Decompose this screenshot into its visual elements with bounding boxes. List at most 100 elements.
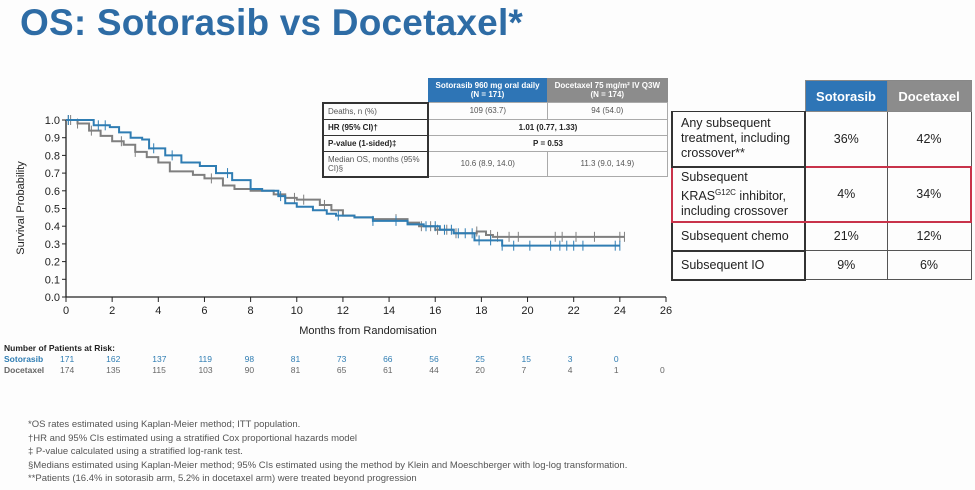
footnote: ‡ P-value calculated using a stratified …: [28, 446, 243, 457]
row-label: Any subsequent treatment, including cros…: [671, 111, 806, 168]
sotorasib-at-risk-count: 162: [106, 354, 121, 364]
y-axis-label: Survival Probability: [15, 161, 27, 255]
slide-title: OS: Sotorasib vs Docetaxel*: [20, 2, 524, 43]
y-tick-label: 0.6: [45, 186, 60, 198]
cell-docetaxel: 11.3 (9.0, 14.9): [546, 150, 669, 177]
x-tick-label: 16: [429, 305, 441, 317]
row-label: Subsequent KRASG12C inhibitor, including…: [671, 165, 806, 223]
docetaxel-at-risk-count: 65: [336, 365, 347, 375]
sotorasib-at-risk-count: 25: [475, 354, 485, 364]
docetaxel-at-risk-count: 44: [429, 365, 439, 375]
docetaxel-at-risk-count: 7: [521, 365, 527, 375]
subsequent-treatment-table: Sotorasib Docetaxel Any subsequent treat…: [671, 80, 972, 281]
docetaxel-at-risk-count: 115: [152, 365, 166, 375]
row-io: Subsequent IO 9% 6%: [671, 250, 972, 281]
summary-table: Sotorasib 960 mg oral daily (N = 171) Do…: [322, 78, 669, 178]
x-tick-label: 4: [155, 305, 161, 317]
cell-docetaxel: 34%: [886, 165, 972, 223]
cell-sotorasib: 9%: [804, 250, 888, 281]
sotorasib-at-risk-count: 66: [383, 354, 393, 364]
x-tick-label: 20: [521, 305, 533, 317]
footnotes: *OS rates estimated using Kaplan-Meier m…: [28, 418, 627, 486]
docetaxel-at-risk-count: 174: [60, 365, 75, 375]
docetaxel-at-risk-count: 4: [567, 365, 573, 375]
x-tick-label: 22: [568, 305, 580, 317]
cell-docetaxel: 6%: [886, 250, 972, 281]
x-axis-label: Months from Randomisation: [299, 325, 437, 337]
at-risk-label-docetaxel: Docetaxel: [4, 365, 45, 375]
at-risk-heading: Number of Patients at Risk:: [4, 343, 115, 353]
y-tick-label: 0.7: [45, 168, 60, 180]
x-tick-label: 10: [291, 305, 303, 317]
y-tick-label: 0.9: [45, 133, 60, 145]
y-tick-label: 0.3: [45, 239, 60, 251]
sotorasib-at-risk-count: 81: [290, 354, 301, 364]
cell-docetaxel: 42%: [886, 111, 972, 167]
y-tick-label: 0.5: [45, 204, 60, 216]
sotorasib-at-risk-count: 0: [613, 354, 619, 364]
row-label: Subsequent chemo: [671, 221, 806, 252]
x-tick-label: 18: [475, 305, 487, 317]
row-label: Deaths, n (%): [322, 101, 429, 120]
sotorasib-survival-curve: [66, 119, 620, 247]
y-tick-label: 0.0: [45, 292, 60, 304]
x-tick-label: 24: [614, 305, 626, 317]
summary-row-deaths: Deaths, n (%) 109 (63.7) 94 (54.0): [322, 101, 669, 120]
y-tick-label: 0.4: [45, 221, 60, 233]
x-tick-label: 0: [63, 305, 69, 317]
sotorasib-at-risk-count: 73: [336, 354, 347, 364]
summary-row-pvalue: P-value (1-sided)‡ P = 0.53: [322, 134, 668, 152]
docetaxel-at-risk-count: 90: [244, 365, 255, 375]
km-chart: 0 2 4 6 8 10 12 14 16 18 20 22 24 260.00.10.20.30.40.…: [15, 115, 672, 337]
x-tick-label: 14: [383, 305, 395, 317]
summary-row-median: Median OS, months (95% CI)§ 10.6 (8.9, 1…: [322, 150, 669, 178]
x-tick-label: 2: [109, 305, 115, 317]
docetaxel-at-risk-count: 0: [660, 365, 665, 375]
footnote: *OS rates estimated using Kaplan-Meier m…: [28, 419, 301, 430]
row-label: Median OS, months (95% CI)§: [322, 150, 429, 178]
x-tick-label: 8: [248, 305, 254, 317]
row-label: Subsequent IO: [671, 250, 806, 281]
x-tick-label: 6: [201, 305, 207, 317]
y-tick-label: 0.1: [45, 274, 60, 286]
row-chemo: Subsequent chemo 21% 12%: [671, 221, 972, 252]
cell-docetaxel: 94 (54.0): [546, 102, 669, 120]
y-tick-label: 1.0: [45, 115, 60, 127]
sotorasib-at-risk-count: 3: [567, 354, 573, 364]
y-tick-label: 0.2: [45, 257, 60, 269]
cell-sotorasib: 4%: [804, 165, 888, 223]
docetaxel-at-risk-count: 135: [106, 365, 121, 375]
footnote: **Patients (16.4% in sotorasib arm, 5.2%…: [28, 473, 417, 484]
footnote: §Medians estimated using Kaplan-Meier me…: [28, 459, 628, 471]
header-sotorasib: Sotorasib: [804, 80, 888, 112]
sotorasib-at-risk-count: 171: [60, 354, 75, 364]
row-label: HR (95% CI)†: [322, 118, 429, 136]
row-kras-inhibitor: Subsequent KRASG12C inhibitor, including…: [671, 165, 972, 223]
docetaxel-at-risk-count: 81: [290, 365, 301, 375]
docetaxel-at-risk-count: 61: [383, 365, 393, 375]
summary-header-docetaxel: Docetaxel 75 mg/m² IV Q3W (N = 174): [547, 78, 668, 103]
cell-docetaxel: 12%: [886, 221, 972, 252]
x-tick-label: 26: [660, 305, 672, 317]
x-tick-label: 12: [337, 305, 349, 317]
row-label: P-value (1-sided)‡: [322, 134, 429, 152]
cell-combined: P = 0.53: [427, 134, 668, 152]
cell-sotorasib: 10.6 (8.9, 14.0): [427, 150, 548, 177]
sotorasib-at-risk-count: 15: [521, 354, 531, 364]
docetaxel-at-risk-count: 20: [475, 365, 485, 375]
docetaxel-at-risk-count: 1: [613, 365, 619, 375]
summary-row-hr: HR (95% CI)† 1.01 (0.77, 1.33): [322, 118, 668, 136]
docetaxel-at-risk-count: 103: [198, 365, 213, 375]
summary-header-sotorasib: Sotorasib 960 mg oral daily (N = 171): [428, 78, 548, 103]
sotorasib-at-risk-count: 98: [244, 354, 255, 364]
cell-sotorasib: 21%: [804, 221, 888, 252]
cell-sotorasib: 36%: [804, 111, 888, 167]
sotorasib-at-risk-count: 119: [198, 354, 213, 364]
cell-combined: 1.01 (0.77, 1.33): [427, 118, 668, 136]
row-any-subsequent: Any subsequent treatment, including cros…: [671, 111, 972, 168]
footnote: †HR and 95% CIs estimated using a strati…: [28, 432, 357, 444]
sotorasib-at-risk-count: 56: [429, 354, 439, 364]
cell-sotorasib: 109 (63.7): [427, 102, 548, 120]
at-risk-label-sotorasib: Sotorasib: [4, 354, 44, 364]
